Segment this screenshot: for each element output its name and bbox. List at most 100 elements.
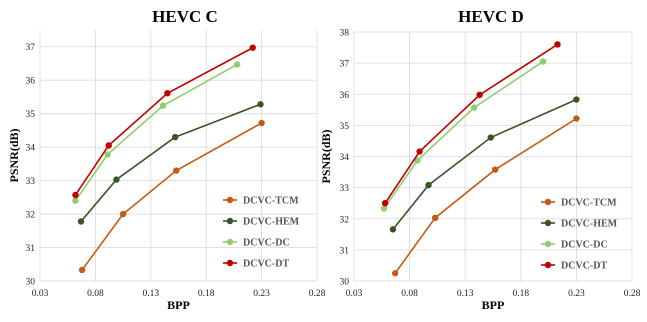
y-tick-label: 32 (340, 215, 350, 225)
legend: DCVC-TCM DCVC-HEM DCVC-DC DCVC-DT (541, 198, 618, 272)
data-point (78, 266, 86, 274)
chart-hevc-c: 0.03 0.08 0.13 0.18 0.23 0.28 30 31 32 33 34 35 36 37… (7, 7, 326, 312)
data-point (234, 61, 241, 68)
data-point (104, 151, 111, 158)
legend-swatch-marker (544, 261, 552, 269)
x-tick-label: 0.18 (512, 289, 529, 299)
legend-swatch-marker (226, 238, 234, 246)
x-tick-label: 0.08 (87, 289, 104, 299)
x-tick-label: 0.03 (346, 289, 363, 299)
legend-swatch-marker (226, 196, 234, 204)
data-point (470, 104, 478, 111)
x-tick-label: 0.23 (253, 289, 270, 299)
data-point (105, 142, 112, 149)
x-tick-label: 0.28 (309, 289, 326, 299)
chart-title: HEVC C (152, 7, 218, 26)
y-tick-label: 35 (340, 122, 350, 132)
series-dcvc-tcm (78, 119, 265, 274)
legend-item-dcvc-tcm: DCVC-TCM (541, 198, 617, 209)
series-dcvc-dc (380, 58, 547, 212)
legend-label: DCVC-DC (561, 240, 608, 251)
data-point (416, 148, 423, 155)
series-dcvc-hem (77, 101, 264, 225)
data-point (171, 133, 179, 141)
data-point (492, 166, 499, 173)
series-dcvc-hem (389, 96, 580, 233)
series-dcvc-dt (72, 44, 256, 199)
y-tick-label: 34 (26, 144, 36, 154)
x-tick-label: 0.08 (401, 289, 418, 299)
legend-label: DCVC-HEM (243, 217, 300, 228)
data-point (257, 101, 264, 108)
series-line (384, 43, 558, 204)
data-point (113, 176, 120, 183)
series-line (383, 60, 544, 209)
data-point (391, 270, 399, 277)
x-tick-label: 0.13 (142, 289, 159, 299)
data-point (258, 119, 265, 127)
legend-item-dcvc-tcm: DCVC-TCM (223, 196, 299, 207)
y-axis-label: PSNR(dB) (319, 129, 333, 183)
y-tick-label: 31 (340, 246, 350, 256)
data-point (159, 102, 167, 109)
legend-label: DCVC-TCM (561, 198, 617, 209)
data-point (381, 199, 389, 207)
series-dcvc-dt (381, 41, 561, 207)
data-point (119, 210, 127, 218)
legend-item-dcvc-dc: DCVC-DC (541, 240, 608, 251)
legend-swatch-marker (544, 219, 552, 227)
x-axis-label: BPP (167, 298, 190, 312)
series-line (74, 47, 254, 196)
data-point (573, 96, 580, 103)
legend-swatch-marker (226, 217, 234, 225)
legend-swatch-marker (226, 259, 234, 267)
legend-item-dcvc-hem: DCVC-HEM (223, 217, 300, 228)
y-tick-label: 31 (26, 244, 36, 254)
data-point (425, 181, 432, 189)
legend-label: DCVC-DT (561, 261, 607, 272)
series-dcvc-tcm (391, 115, 580, 277)
y-tick-label: 36 (340, 91, 350, 101)
x-axis-label: BPP (482, 298, 505, 312)
y-tick-label: 30 (26, 278, 36, 288)
series-line (392, 98, 577, 230)
legend-item-dcvc-hem: DCVC-HEM (541, 219, 618, 230)
data-point (554, 41, 561, 48)
data-point (249, 44, 256, 51)
y-tick-label: 36 (26, 77, 36, 87)
y-tick-label: 33 (340, 184, 350, 194)
y-axis-label: PSNR(dB) (7, 128, 21, 182)
legend-label: DCVC-HEM (561, 219, 618, 230)
y-tick-label: 33 (26, 177, 36, 187)
data-point (389, 226, 397, 233)
legend: DCVC-TCM DCVC-HEM DCVC-DC DCVC-DT (223, 196, 300, 270)
legend-label: DCVC-DT (243, 259, 289, 270)
legend-item-dcvc-dt: DCVC-DT (223, 259, 289, 270)
series-line (74, 63, 238, 202)
data-point (539, 58, 547, 65)
legend-swatch-marker (544, 198, 552, 206)
y-tick-label: 37 (340, 60, 350, 70)
data-point (431, 214, 439, 222)
chart-hevc-d: 0.03 0.08 0.13 0.18 0.23 0.28 30 31 32 33 34 35 36 37… (319, 7, 641, 312)
x-tick-label: 0.23 (568, 289, 585, 299)
data-point (380, 205, 388, 212)
legend-item-dcvc-dc: DCVC-DC (223, 238, 290, 249)
x-tick-label: 0.03 (32, 289, 49, 299)
data-point (72, 197, 79, 204)
series-line (80, 103, 261, 222)
legend-item-dcvc-dt: DCVC-DT (541, 261, 607, 272)
y-tick-label: 34 (340, 153, 350, 163)
series-dcvc-dc (72, 61, 241, 204)
data-point (164, 90, 171, 97)
chart-title: HEVC D (458, 7, 524, 26)
series-line (394, 117, 577, 274)
y-tick-label: 32 (26, 211, 36, 221)
x-tick-label: 0.28 (624, 289, 641, 299)
series-line (81, 122, 262, 271)
y-tick-label: 30 (340, 278, 350, 288)
data-point (487, 134, 494, 141)
x-tick-label: 0.18 (198, 289, 215, 299)
data-point (573, 115, 580, 122)
